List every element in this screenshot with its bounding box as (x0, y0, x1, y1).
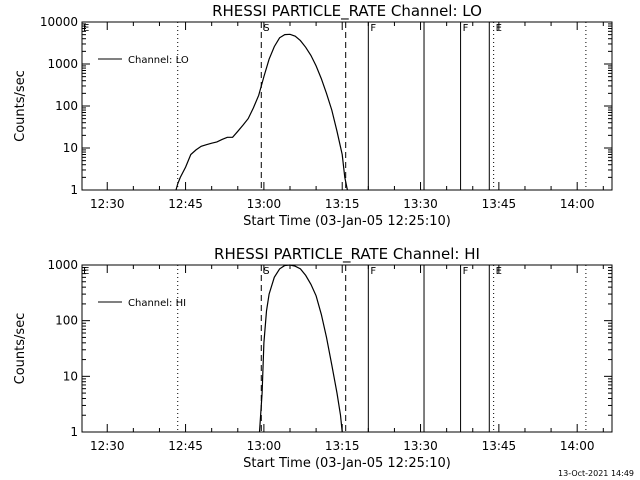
plot-frame (81, 264, 613, 433)
y-tick-label: 1 (70, 183, 78, 197)
y-tick-label: 1000 (47, 258, 78, 272)
y-tick-label: 10 (63, 141, 78, 155)
x-tick-label: 12:45 (168, 197, 203, 211)
series-line (258, 264, 343, 433)
y-tick-label: 1 (70, 425, 78, 439)
y-tick-label: 100 (55, 314, 78, 328)
y-tick-label: 1000 (47, 57, 78, 71)
x-axis-label: Start Time (03-Jan-05 12:25:10) (243, 214, 451, 229)
event-marker-label: S (263, 23, 269, 34)
y-tick-label: 10000 (40, 15, 78, 29)
corner-label: E (83, 266, 89, 277)
plot-frame (81, 21, 613, 191)
legend-label: Channel: LO (128, 55, 189, 66)
x-tick-label: 13:00 (247, 439, 282, 453)
legend-label: Channel: HI (128, 298, 186, 309)
x-tick-label: 12:30 (90, 197, 125, 211)
x-tick-label: 13:30 (403, 439, 438, 453)
x-tick-label: 13:30 (403, 197, 438, 211)
x-tick-label: 13:15 (325, 197, 360, 211)
x-tick-label: 12:30 (90, 439, 125, 453)
x-tick-label: 13:00 (247, 197, 282, 211)
event-marker-label: F (370, 23, 376, 34)
x-tick-label: 14:00 (560, 439, 595, 453)
y-tick-label: 10 (63, 369, 78, 383)
chart-title: RHESSI PARTICLE_RATE Channel: HI (214, 245, 480, 264)
event-marker-label: F (463, 266, 469, 277)
x-tick-label: 13:45 (482, 197, 517, 211)
timestamp: 13-Oct-2021 14:49 (558, 469, 634, 478)
y-tick-label: 100 (55, 99, 78, 113)
series-line (175, 33, 348, 191)
x-tick-label: 13:45 (482, 439, 517, 453)
x-axis-label: Start Time (03-Jan-05 12:25:10) (243, 456, 451, 471)
chart-title: RHESSI PARTICLE_RATE Channel: LO (212, 2, 482, 21)
event-marker-label: E (496, 266, 502, 277)
y-axis-label: Counts/sec (13, 313, 28, 385)
x-tick-label: 12:45 (168, 439, 203, 453)
corner-label: E (83, 23, 89, 34)
event-marker-label: F (370, 266, 376, 277)
event-marker-label: E (496, 23, 502, 34)
event-marker-label: F (463, 23, 469, 34)
x-tick-label: 14:00 (560, 197, 595, 211)
event-marker-label: S (263, 266, 269, 277)
x-tick-label: 13:15 (325, 439, 360, 453)
y-axis-label: Counts/sec (13, 70, 28, 142)
